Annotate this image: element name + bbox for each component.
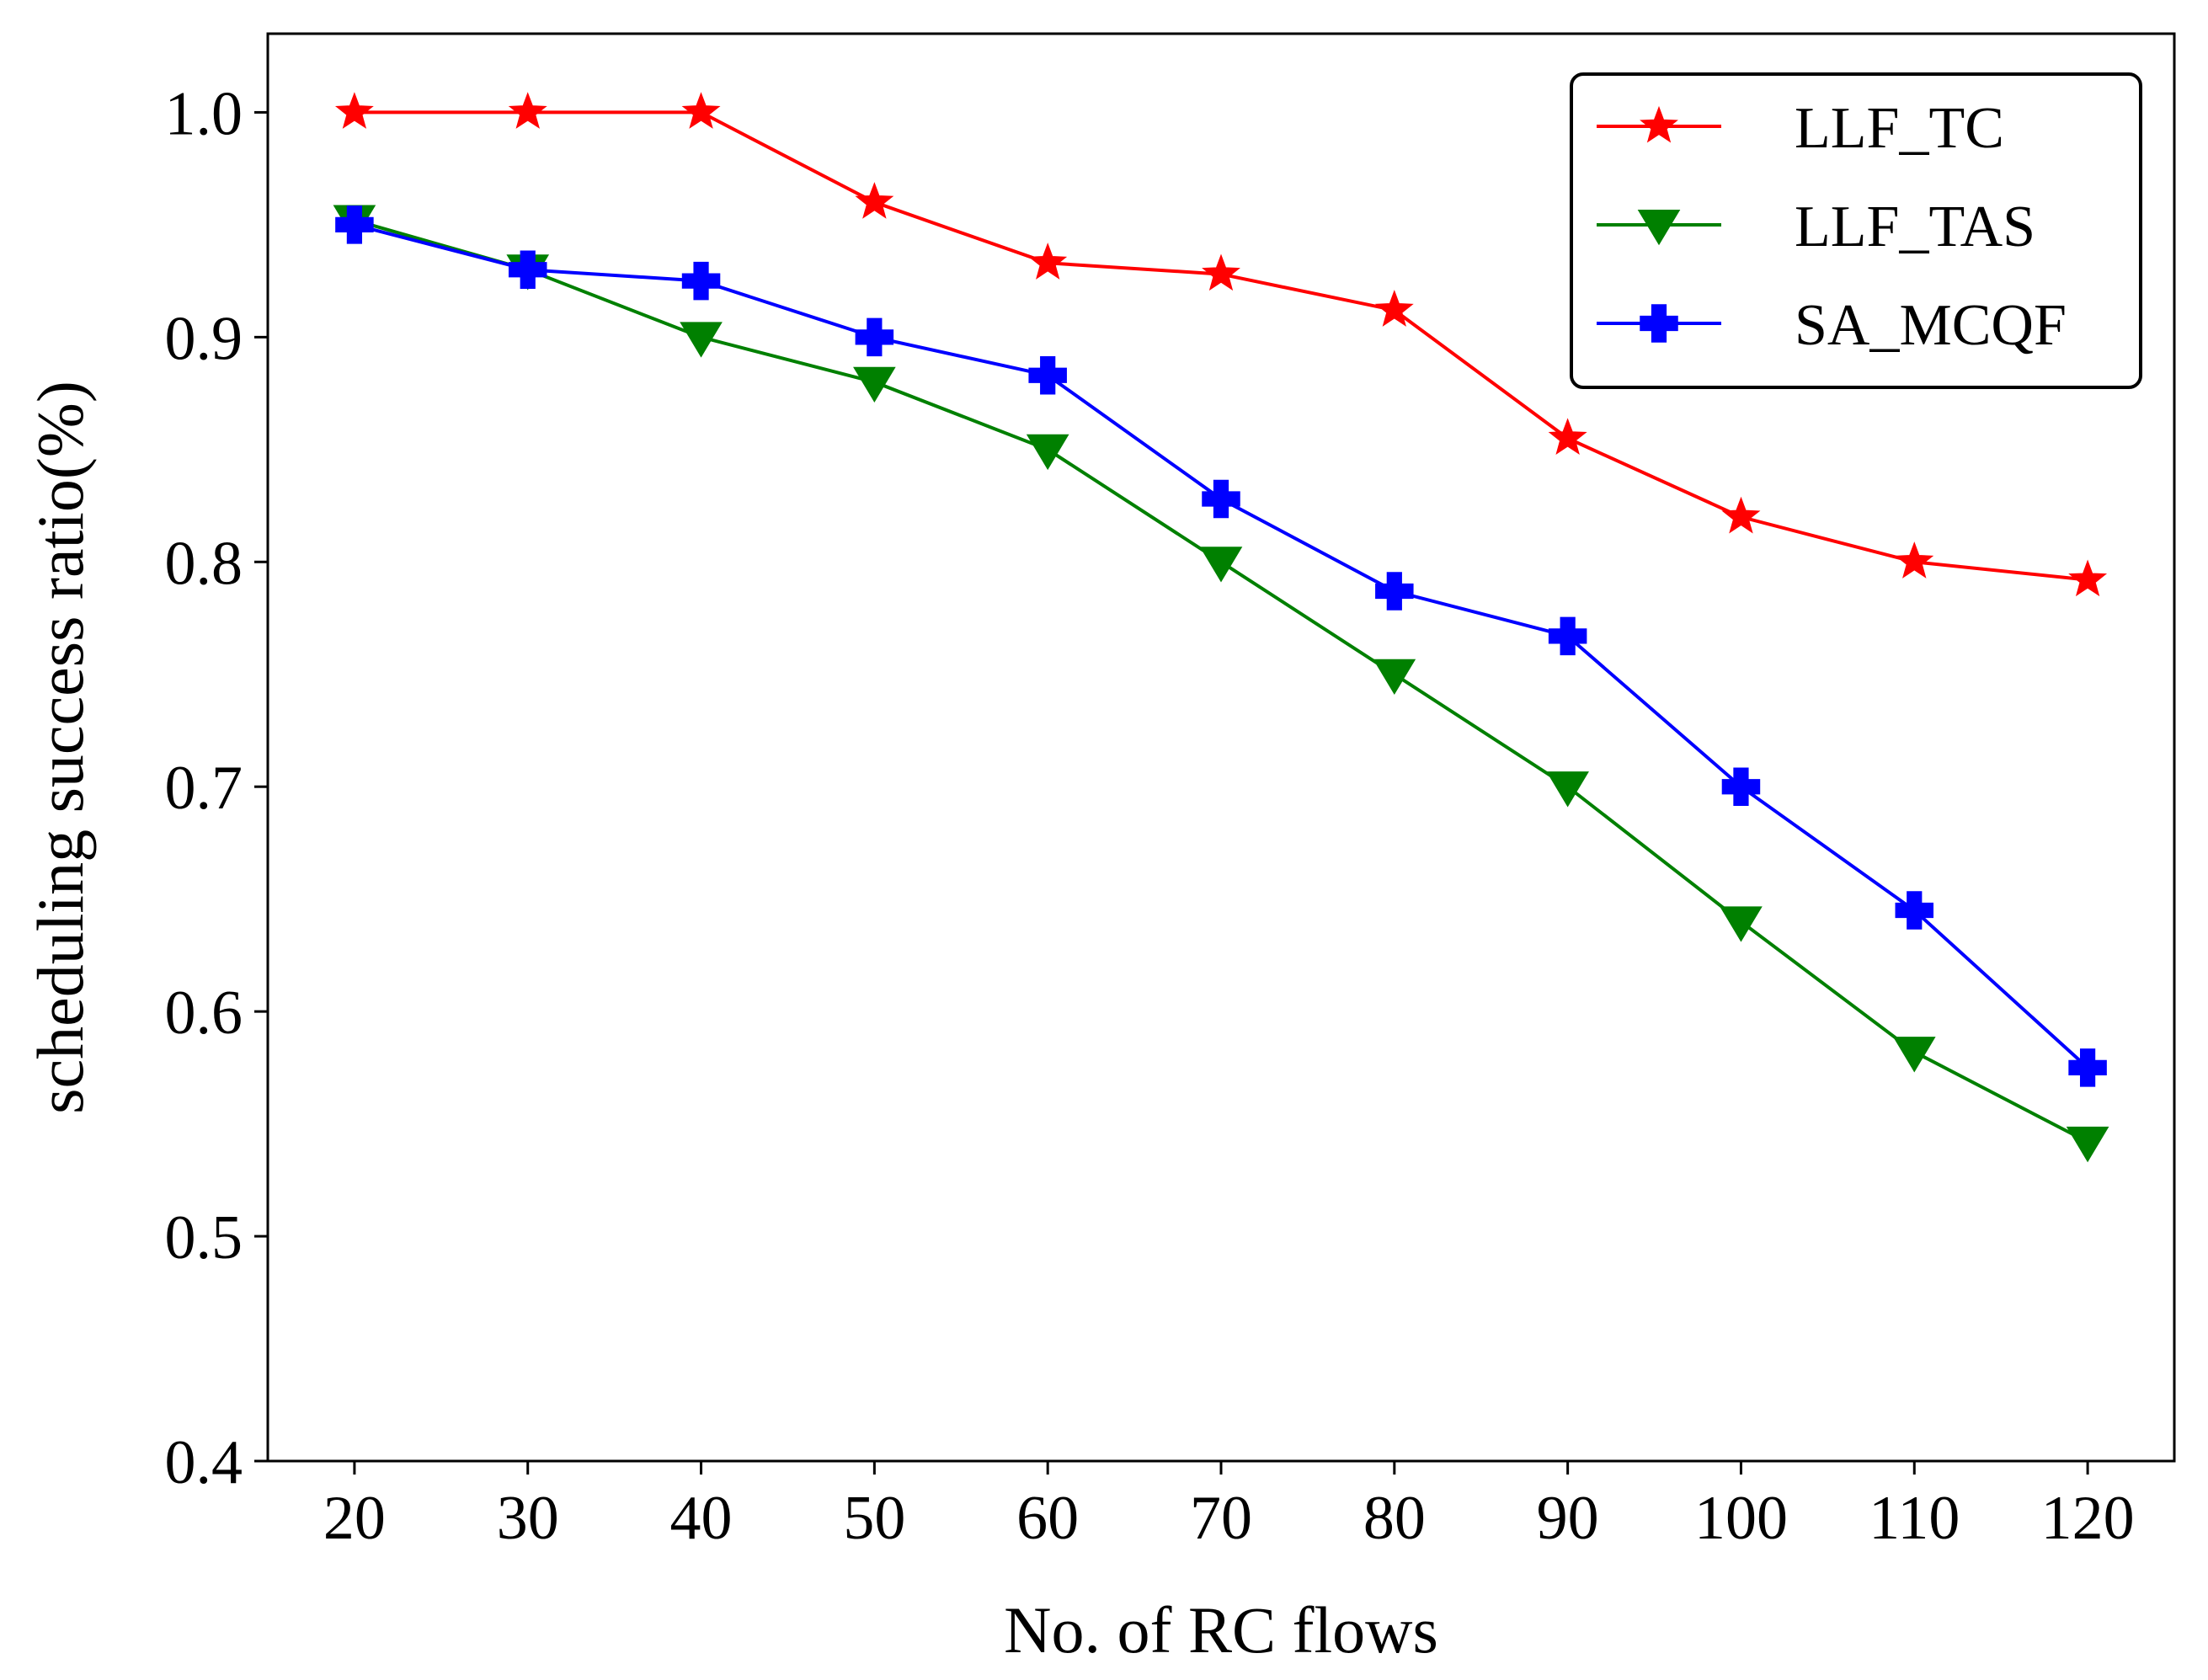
data-point-llf-tc <box>1202 253 1240 291</box>
data-point-llf-tc <box>1028 243 1068 280</box>
data-point-sa-mcqf <box>1028 355 1067 395</box>
legend-marker-llf-tas <box>1637 209 1681 246</box>
data-point-llf-tas <box>2066 1126 2109 1163</box>
data-point-llf-tc <box>681 92 721 129</box>
data-point-llf-tc <box>1374 290 1414 327</box>
legend-marker-llf-tc <box>1640 105 1678 143</box>
y-tick-label: 0.7 <box>165 754 243 823</box>
x-axis-label: No. of RC flows <box>1004 1593 1438 1667</box>
series-sa-mcqf <box>335 205 2107 1087</box>
y-tick-label: 0.8 <box>165 529 243 598</box>
data-point-llf-tc <box>855 182 894 219</box>
data-point-sa-mcqf <box>1548 616 1587 656</box>
x-tick-label: 90 <box>1537 1484 1599 1553</box>
data-point-sa-mcqf <box>855 317 894 357</box>
legend-marker-sa-mcqf <box>1640 304 1678 343</box>
data-point-sa-mcqf <box>1375 572 1414 611</box>
x-tick-label: 50 <box>843 1484 905 1553</box>
data-point-llf-tas <box>680 322 723 358</box>
x-tick-label: 100 <box>1694 1484 1788 1553</box>
legend-item-llf-tas: LLF_TAS <box>1597 195 2035 259</box>
legend-label: LLF_TAS <box>1795 195 2035 259</box>
data-point-llf-tc <box>2068 559 2108 597</box>
data-point-llf-tc <box>334 92 374 129</box>
y-tick-label: 0.6 <box>165 979 243 1048</box>
y-tick-label: 0.4 <box>165 1428 243 1497</box>
data-point-llf-tc <box>508 92 547 129</box>
legend-label: LLF_TC <box>1795 96 2004 161</box>
data-point-llf-tas <box>1892 1037 1936 1073</box>
data-point-llf-tc <box>1721 496 1761 534</box>
series-layer <box>333 92 2109 1163</box>
data-point-sa-mcqf <box>335 205 374 244</box>
legend-label: SA_MCQF <box>1795 293 2067 358</box>
legend-item-sa-mcqf: SA_MCQF <box>1597 293 2067 358</box>
data-point-llf-tas <box>1373 659 1416 696</box>
series-llf-tas <box>333 205 2109 1163</box>
data-point-llf-tas <box>1199 547 1243 583</box>
data-point-llf-tc <box>1548 418 1587 456</box>
data-point-sa-mcqf <box>1895 891 1934 930</box>
x-tick-label: 30 <box>497 1484 559 1553</box>
series-llf-tc <box>334 92 2108 597</box>
axes: 20 30 40 50 60 70 80 90 100 110 120 0.4 0.5 0.6 0.7 0.8… <box>165 32 2176 1553</box>
data-point-sa-mcqf <box>1202 479 1240 519</box>
x-tick-label: 60 <box>1016 1484 1079 1553</box>
x-tick-label: 80 <box>1363 1484 1426 1553</box>
data-point-sa-mcqf <box>1721 767 1761 806</box>
x-tick-label: 120 <box>2041 1484 2135 1553</box>
data-point-sa-mcqf <box>508 250 547 290</box>
data-point-sa-mcqf <box>2068 1048 2107 1087</box>
y-tick-label: 0.5 <box>165 1203 243 1272</box>
data-point-llf-tas <box>1026 434 1069 471</box>
x-tick-label: 40 <box>670 1484 733 1553</box>
x-tick-label: 110 <box>1869 1484 1960 1553</box>
data-point-llf-tas <box>853 366 896 403</box>
x-tick-label: 20 <box>323 1484 386 1553</box>
data-point-llf-tc <box>1895 541 1934 579</box>
legend-item-llf-tc: LLF_TC <box>1597 96 2004 161</box>
data-point-llf-tas <box>1720 906 1763 942</box>
data-point-sa-mcqf <box>681 261 721 301</box>
legend: LLF_TC LLF_TAS SA_MCQF <box>1570 72 2142 389</box>
data-point-llf-tas <box>1546 771 1589 808</box>
legend-box <box>1570 72 2142 389</box>
y-tick-label: 0.9 <box>165 304 243 373</box>
y-axis-label: scheduling success ratio(%) <box>24 381 97 1114</box>
x-tick-label: 70 <box>1190 1484 1252 1553</box>
y-tick-label: 1.0 <box>165 79 243 148</box>
